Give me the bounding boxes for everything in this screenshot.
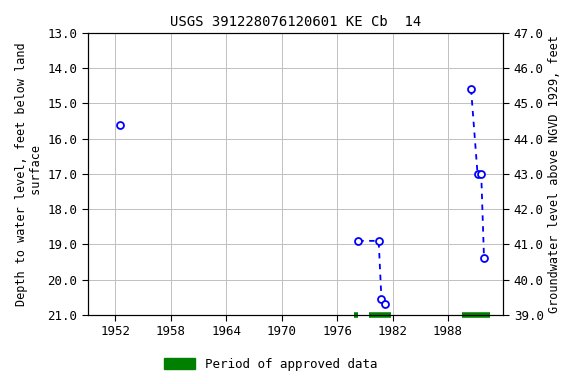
Title: USGS 391228076120601 KE Cb  14: USGS 391228076120601 KE Cb 14: [170, 15, 421, 29]
Legend: Period of approved data: Period of approved data: [159, 353, 382, 376]
Y-axis label: Groundwater level above NGVD 1929, feet: Groundwater level above NGVD 1929, feet: [548, 35, 561, 313]
Y-axis label: Depth to water level, feet below land
 surface: Depth to water level, feet below land su…: [15, 42, 43, 306]
